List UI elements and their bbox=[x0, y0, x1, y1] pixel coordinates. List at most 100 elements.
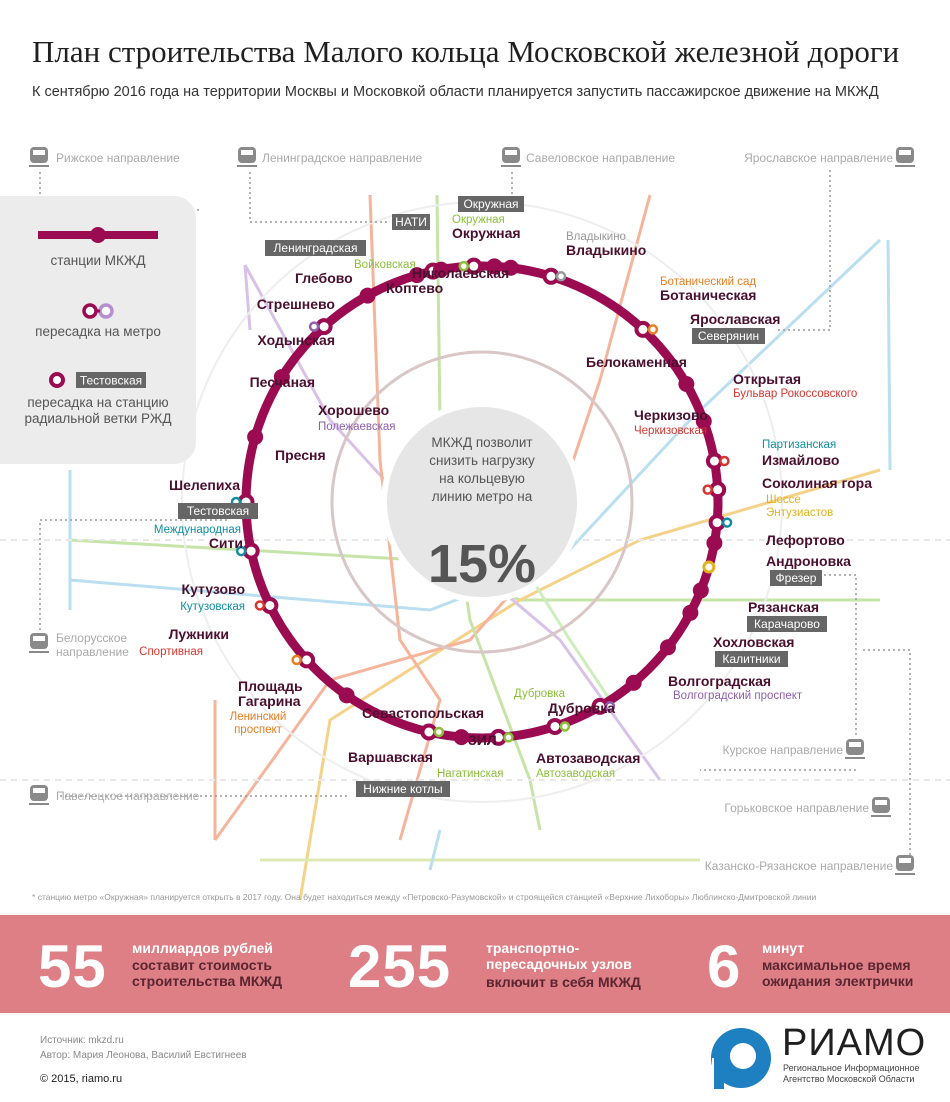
train-icon-window bbox=[33, 636, 45, 641]
metro-transfer-dot bbox=[702, 560, 716, 574]
metro-link-dot bbox=[721, 517, 733, 528]
metro-label-20: Ленинский bbox=[230, 711, 287, 723]
legend-symbols: Тестовская bbox=[38, 227, 158, 388]
train-icon bbox=[29, 633, 49, 653]
station-transfer-dot bbox=[420, 723, 438, 741]
metro-link-dot bbox=[604, 701, 616, 712]
metro-label-15: Дубровка bbox=[514, 688, 566, 700]
station-transfer-dot bbox=[709, 481, 727, 499]
station-label-16: Автозаводская bbox=[536, 750, 640, 766]
station-label-0: Окружная bbox=[452, 225, 521, 241]
direction-label-7: Горьковское направление bbox=[724, 801, 869, 815]
station-label-26: Хорошево bbox=[318, 402, 389, 418]
metro-link-dot bbox=[719, 455, 730, 467]
legend-transfer-ring-dot bbox=[82, 303, 98, 319]
metro-label-26: Полежаевская bbox=[318, 421, 396, 433]
direction-label-6: Павелецкое направление bbox=[56, 789, 200, 803]
legend-rail-tag: Тестовская bbox=[80, 374, 142, 388]
metro-label-22: Кутузовская bbox=[180, 601, 245, 613]
page-title: План строительства Малого кольца Московс… bbox=[32, 34, 900, 69]
train-icon-window bbox=[899, 150, 911, 155]
legend-station-dot bbox=[90, 227, 106, 243]
direction-label-1: Ленинградское направление bbox=[262, 151, 423, 165]
rail-tag-18: Нижние котлы bbox=[363, 782, 442, 796]
station-label-24: Шелепиха bbox=[169, 477, 240, 493]
direction-leader-4 bbox=[39, 519, 230, 630]
riamo-logo-icon[interactable] bbox=[708, 1025, 774, 1091]
stat-value-3: 6 bbox=[707, 933, 742, 1000]
station-transfer-dot bbox=[705, 452, 723, 470]
station-label-23: Сити bbox=[209, 535, 243, 551]
metro-line-8 bbox=[886, 239, 892, 471]
station-label-1: Владыкино bbox=[566, 242, 646, 258]
station-label-20: Площадь bbox=[238, 678, 303, 694]
station-transfer-dot bbox=[261, 596, 279, 614]
station-label-20-b: Гагарина bbox=[238, 693, 301, 709]
rail-directions: Рижское направление Ленинградское направл… bbox=[29, 147, 915, 875]
rail-tag-0: Окружная bbox=[463, 197, 518, 211]
station-label-4: Белокаменная bbox=[586, 354, 687, 370]
station-dot bbox=[486, 258, 503, 275]
train-icon-window bbox=[33, 150, 45, 155]
rail-tag-23-box bbox=[178, 503, 258, 519]
metro-label-5: Бульвар Рокоссовского bbox=[733, 388, 857, 400]
station-dot bbox=[359, 287, 376, 304]
legend-rail-dot bbox=[49, 372, 65, 388]
station-dot bbox=[678, 376, 695, 392]
station-dot bbox=[625, 674, 642, 691]
center-text-line-3: линию метро на bbox=[432, 489, 533, 504]
rail-tag-3-box bbox=[692, 328, 765, 344]
metro-link-dot bbox=[503, 732, 514, 743]
metro-label-6: Черкизовская bbox=[634, 425, 707, 437]
station-dot bbox=[502, 259, 519, 276]
legend-panel: Тестовская станции МКЖД пересадка на мет… bbox=[0, 196, 196, 464]
metro-link-dot bbox=[555, 271, 567, 282]
station-transfer-dot bbox=[634, 320, 652, 338]
legend-label-stations: станции МКЖД bbox=[50, 253, 146, 268]
footnote-mark: * bbox=[32, 892, 36, 902]
rail-tag-32-box bbox=[392, 214, 430, 230]
station-label-21: Лужники bbox=[169, 626, 229, 642]
station-label-3: Ярославская bbox=[690, 311, 780, 327]
copyright[interactable]: © 2015, riamo.ru bbox=[40, 1073, 123, 1085]
metro-link-dot bbox=[702, 484, 713, 495]
station-transfer-dot bbox=[542, 267, 560, 285]
stat-title-3: минут bbox=[762, 940, 805, 956]
legend-transfer-metro-dot bbox=[98, 303, 114, 319]
stat-text-1: составит стоимость строительства МКЖД bbox=[132, 957, 283, 989]
metro-label-20-b: проспект bbox=[234, 724, 283, 736]
metro-link-dot bbox=[235, 545, 247, 557]
metro-line-9 bbox=[243, 264, 252, 331]
station-dot bbox=[433, 261, 450, 278]
station-label-19: Севастопольская bbox=[362, 705, 484, 721]
station-label-25: Пресня bbox=[275, 447, 326, 463]
station-dot bbox=[273, 368, 290, 385]
metro-label-14: Волгоградский проспект bbox=[673, 690, 803, 702]
train-icon bbox=[895, 855, 915, 875]
direction-label-2: Савеловское направление bbox=[526, 151, 675, 165]
direction-leader-3 bbox=[778, 170, 831, 331]
source-line: Источник: mkzd.ru bbox=[40, 1035, 124, 1046]
footnote: * станцию метро «Окружная» планируется о… bbox=[32, 892, 816, 902]
railway-map: Рижское направление Ленинградское направл… bbox=[0, 147, 950, 900]
station-label-11: Андроновка bbox=[766, 553, 851, 569]
train-icon bbox=[29, 147, 49, 167]
station-dot bbox=[659, 639, 676, 656]
metro-label-7: Партизанская bbox=[762, 439, 836, 451]
station-label-29: Стрешнево bbox=[257, 296, 335, 312]
stat-text-3: максимальное время ожидания электрички bbox=[762, 957, 914, 989]
center-disc bbox=[381, 401, 583, 603]
metro-label-0: Окружная bbox=[452, 214, 505, 226]
legend-label-rail: пересадка на станцию радиальной ветки РЖ… bbox=[24, 395, 172, 426]
train-icon-window bbox=[899, 858, 911, 863]
train-icon bbox=[501, 147, 521, 167]
ring-stations: ОкружнаяОкружнаяОкружнаяВладыкиноВладыки… bbox=[139, 196, 872, 797]
metro-circle-line bbox=[330, 350, 634, 654]
rail-tag-11-box bbox=[770, 570, 822, 586]
train-icon bbox=[29, 785, 49, 805]
stats-band bbox=[0, 915, 950, 1013]
station-label-6: Черкизово bbox=[634, 407, 708, 423]
rail-tag-13: Калитники bbox=[722, 652, 780, 666]
train-icon-window bbox=[505, 150, 517, 155]
train-icon-window bbox=[33, 788, 45, 793]
